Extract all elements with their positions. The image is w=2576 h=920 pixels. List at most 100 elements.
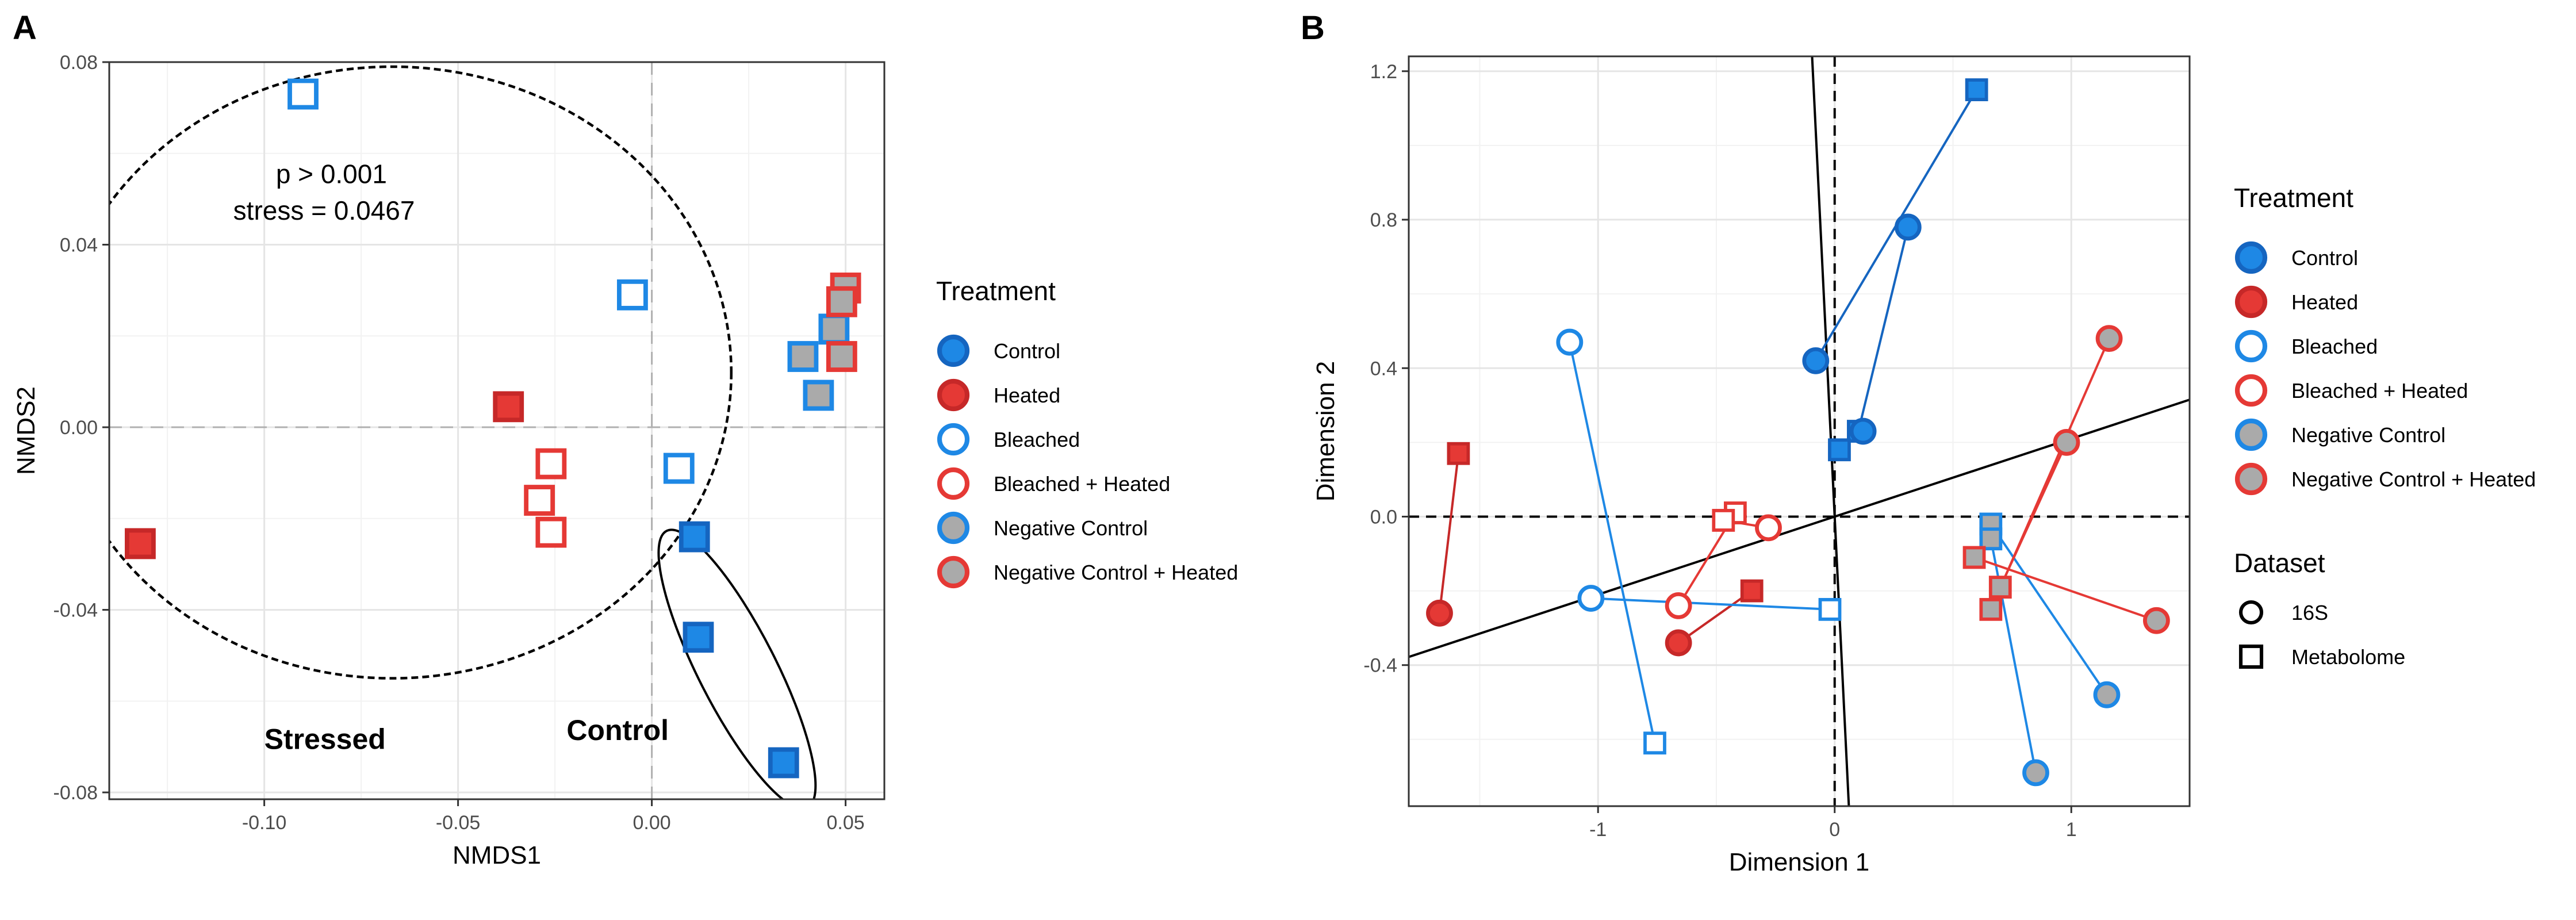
panel-b: B -1 0 1 -0.4 0.0 0.4 0.8 1.2 Dimension 1 Dimen… <box>1301 9 2536 876</box>
point-bleached <box>663 453 695 484</box>
legend-label-control: Control <box>994 339 1060 363</box>
point-metabolome-negative-control <box>1979 527 2003 551</box>
panel-a-label: A <box>13 9 37 47</box>
y-tick-label: 0.04 <box>60 235 98 256</box>
x-tick-label: -0.10 <box>242 812 287 834</box>
point-16s-negative-control-heated <box>2142 607 2170 634</box>
legend-marker-bleached <box>2234 329 2268 363</box>
point-bleached-heated <box>524 485 555 516</box>
point-heated <box>493 391 524 423</box>
pair-segment-heated <box>1438 453 1460 614</box>
legend-marker-16s <box>2238 600 2264 625</box>
x-tick-label: 1 <box>2066 819 2077 841</box>
point-16s-negative-control-heated <box>2095 325 2123 352</box>
point-metabolome-control <box>1965 78 1988 101</box>
panel-b-y-axis-title: Dimension 2 <box>1312 361 1340 502</box>
pair-segment-negative-control-heated <box>1999 442 2068 588</box>
point-16s-heated <box>1665 629 1692 657</box>
point-16s-bleached <box>1577 585 1605 612</box>
point-bleached-heated <box>535 448 567 480</box>
legend-marker-negative-control-heated <box>937 555 970 589</box>
panel-a-ticks: -0.10 -0.05 0.00 0.05 -0.08 -0.04 0.00 0.04 0.08 <box>53 52 865 834</box>
y-tick-label: 0.4 <box>1370 358 1397 379</box>
x-tick-label: -1 <box>1589 819 1607 841</box>
y-tick-label: 0.08 <box>60 52 98 74</box>
x-tick-label: 0.05 <box>827 812 865 834</box>
legend-label-bleached: Bleached <box>2291 335 2378 358</box>
point-16s-negative-control-heated <box>2053 428 2080 456</box>
legend-marker-heated <box>937 378 970 412</box>
point-metabolome-negative-control-heated <box>1988 576 2012 599</box>
annotation-stressed: Stressed <box>264 723 386 756</box>
panel-a-ellipses <box>109 65 817 799</box>
legend-marker-control <box>2234 241 2268 274</box>
legend-marker-metabolome <box>2238 644 2264 669</box>
point-heated <box>125 528 156 559</box>
ellipse-control <box>657 528 817 799</box>
point-metabolome-bleached <box>1818 597 1842 621</box>
panel-a-x-axis-title: NMDS1 <box>453 841 541 869</box>
point-negative-control-heated <box>826 341 857 372</box>
procrustes-axis-line-1 <box>1811 56 1850 807</box>
pair-segment-control <box>1857 227 1910 432</box>
panel-a-frame <box>108 61 885 800</box>
legend-marker-negative-control-heated <box>2234 462 2268 496</box>
legend-title: Treatment <box>936 276 1056 306</box>
annotation-stress: stress = 0.0467 <box>233 195 415 225</box>
panel-b-label: B <box>1301 9 1325 47</box>
pair-segment-negative-control-heated <box>1973 556 2157 622</box>
point-16s-bleached <box>1556 328 1584 356</box>
point-control <box>683 622 714 653</box>
plot-border <box>108 61 885 800</box>
point-16s-heated <box>1426 599 1453 627</box>
y-tick-label: 0.0 <box>1370 506 1397 528</box>
y-tick-label: -0.04 <box>53 600 98 622</box>
point-bleached-heated <box>535 516 567 548</box>
point-control <box>768 747 799 779</box>
legend-label-bleached-heated: Bleached + Heated <box>2291 379 2468 402</box>
pair-segment-negative-control <box>1989 523 2108 696</box>
annotation-p-value: p > 0.001 <box>276 159 387 189</box>
annotation-control: Control <box>566 714 669 746</box>
plot-border <box>1408 55 2191 807</box>
legend-marker-control <box>937 334 970 367</box>
legend-label-negative-control: Negative Control <box>2291 423 2445 447</box>
point-16s-control <box>1894 213 1922 241</box>
panel-a: A p > 0.001 stress = 0.0467 Stressed Con… <box>12 9 1238 869</box>
legend-marker-bleached-heated <box>937 467 970 500</box>
legend-marker-bleached <box>937 423 970 456</box>
legend-label-negative-control-heated: Negative Control + Heated <box>994 561 1238 584</box>
panel-a-reference-lines <box>109 62 884 799</box>
legend-label-heated: Heated <box>2291 290 2358 314</box>
panel-a-points <box>125 78 861 779</box>
point-metabolome-bleached-heated <box>1712 509 1735 532</box>
panel-b-frame <box>1408 55 2191 807</box>
x-tick-label: -0.05 <box>436 812 481 834</box>
point-metabolome-negative-control-heated <box>1979 597 2003 621</box>
panel-a-grid <box>109 61 884 799</box>
legend-label-negative-control-heated: Negative Control + Heated <box>2291 467 2536 491</box>
point-16s-bleached-heated <box>1755 514 1782 542</box>
ellipse-stressed <box>109 65 733 680</box>
point-metabolome-control <box>1828 438 1851 462</box>
legend-label-control: Control <box>2291 246 2358 270</box>
point-16s-negative-control <box>2022 759 2049 787</box>
legend-marker-negative-control <box>937 511 970 545</box>
point-metabolome-heated <box>1740 579 1764 603</box>
point-negative-control-heated <box>826 286 857 317</box>
plot-background <box>109 62 884 799</box>
pair-segment-heated <box>1677 589 1753 644</box>
legend-label-negative-control: Negative Control <box>994 516 1148 540</box>
legend-label-bleached-heated: Bleached + Heated <box>994 472 1170 496</box>
panel-a-y-axis-title: NMDS2 <box>12 386 40 475</box>
y-tick-label: 0.00 <box>60 417 98 439</box>
y-tick-label: 0.8 <box>1370 209 1397 231</box>
legend-label-metabolome: Metabolome <box>2291 645 2405 669</box>
panel-b-ticks: -1 0 1 -0.4 0.0 0.4 0.8 1.2 <box>1363 61 2076 841</box>
point-control <box>678 521 710 553</box>
legend-marker-heated <box>2234 285 2268 319</box>
y-tick-label: 1.2 <box>1370 61 1397 83</box>
point-16s-control <box>1802 347 1830 374</box>
point-16s-control <box>1849 417 1877 445</box>
